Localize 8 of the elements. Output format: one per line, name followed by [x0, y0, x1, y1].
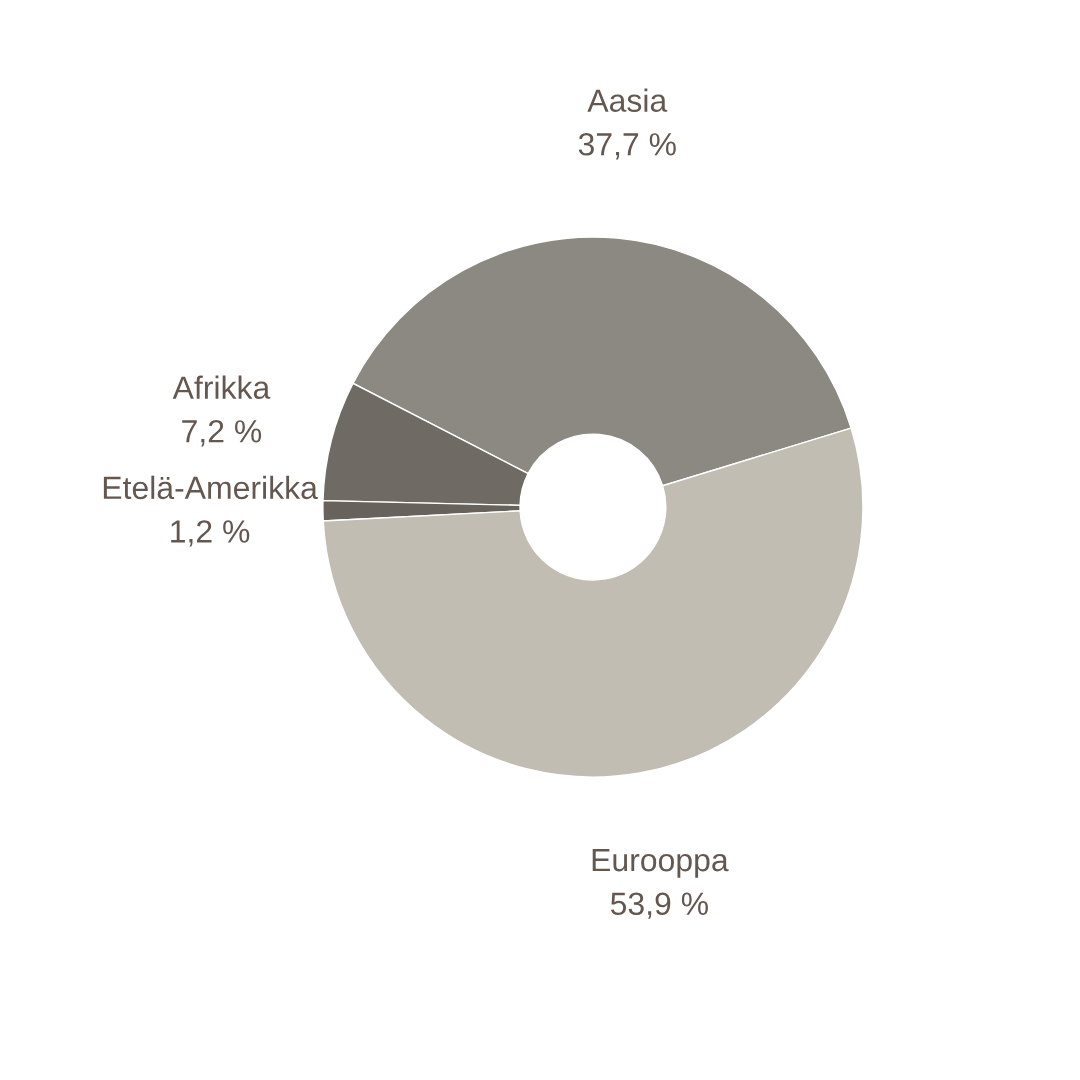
slice-label: Afrikka: [172, 375, 271, 399]
slice-label: Eurooppa: [592, 849, 729, 878]
data-label: 53,9 %: [610, 892, 708, 919]
data-label: 37,7 %: [578, 132, 676, 160]
slice-label: Etelä-Amerikka: [103, 475, 318, 500]
slice-label: Aasia: [587, 88, 668, 112]
data-label: 1,2 %: [171, 520, 250, 547]
data-label: 7,2 %: [182, 420, 262, 447]
